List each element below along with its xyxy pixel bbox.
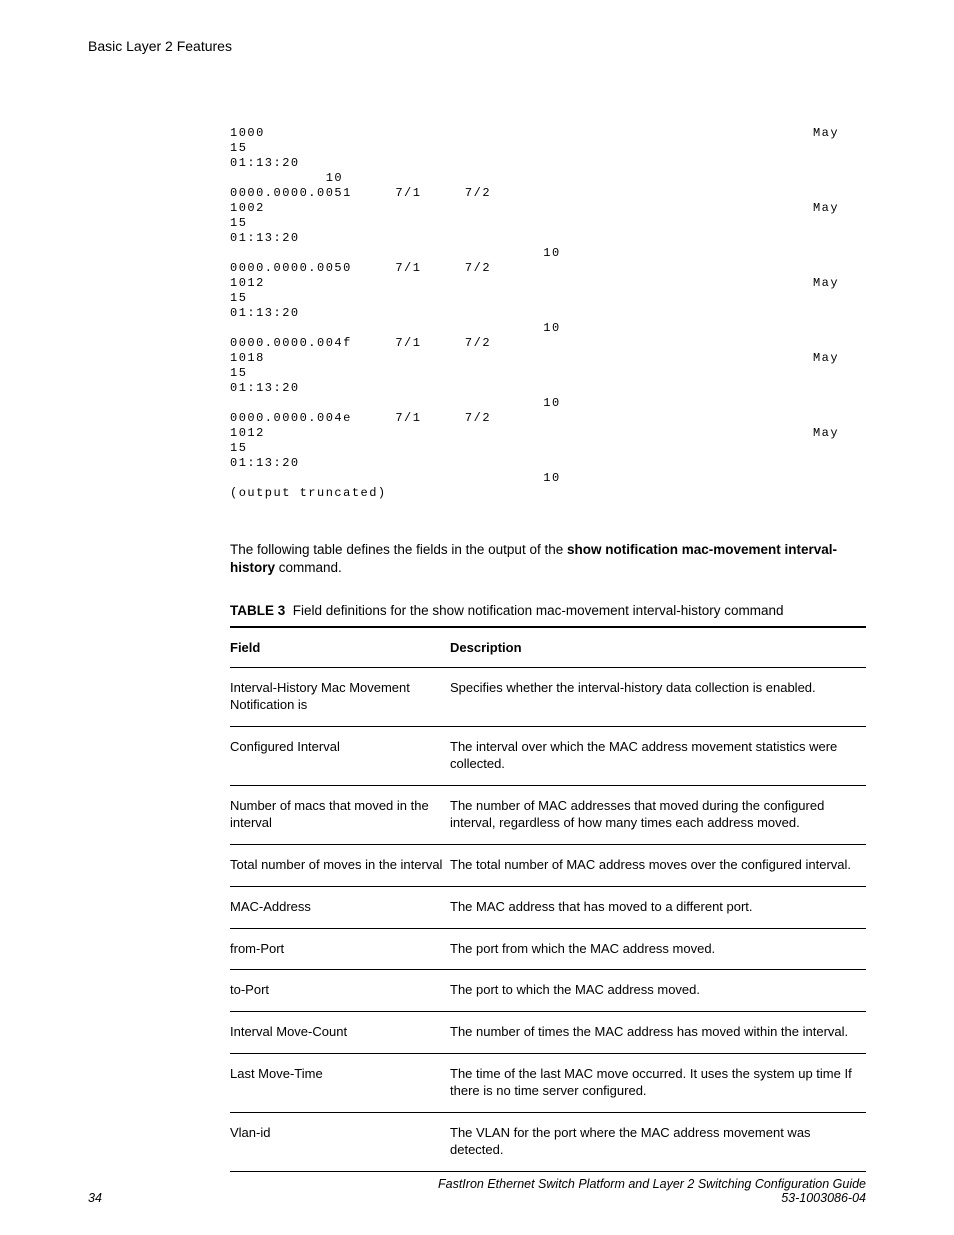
table-row: from-Port The port from which the MAC ad…: [230, 928, 866, 970]
cell-description: The VLAN for the port where the MAC addr…: [450, 1113, 866, 1172]
field-definitions-table: Field Description Interval-History Mac M…: [230, 626, 866, 1171]
page-footer: 34 FastIron Ethernet Switch Platform and…: [88, 1177, 866, 1205]
table-row: Total number of moves in the interval Th…: [230, 844, 866, 886]
cell-description: The number of times the MAC address has …: [450, 1012, 866, 1054]
table-caption-text: Field definitions for the show notificat…: [293, 603, 784, 618]
cell-description: The port from which the MAC address move…: [450, 928, 866, 970]
terminal-output: 1000 May 15 01:13:20 10 0000.0000.0051 7…: [230, 126, 866, 501]
cell-field: from-Port: [230, 928, 450, 970]
intro-pre: The following table defines the fields i…: [230, 542, 567, 557]
table-row: MAC-Address The MAC address that has mov…: [230, 886, 866, 928]
table-row: Configured Interval The interval over wh…: [230, 727, 866, 786]
cell-field: Interval-History Mac Movement Notificati…: [230, 668, 450, 727]
cell-description: The MAC address that has moved to a diff…: [450, 886, 866, 928]
table-row: Interval Move-Count The number of times …: [230, 1012, 866, 1054]
table-label: TABLE 3: [230, 603, 285, 618]
cell-field: Total number of moves in the interval: [230, 844, 450, 886]
cell-description: The total number of MAC address moves ov…: [450, 844, 866, 886]
col-header-description: Description: [450, 627, 866, 668]
cell-field: Configured Interval: [230, 727, 450, 786]
table-row: to-Port The port to which the MAC addres…: [230, 970, 866, 1012]
cell-field: MAC-Address: [230, 886, 450, 928]
cell-field: Last Move-Time: [230, 1054, 450, 1113]
table-row: Vlan-id The VLAN for the port where the …: [230, 1113, 866, 1172]
footer-doc-number: 53-1003086-04: [438, 1191, 866, 1205]
cell-field: Interval Move-Count: [230, 1012, 450, 1054]
cell-field: Number of macs that moved in the interva…: [230, 786, 450, 845]
cell-description: The number of MAC addresses that moved d…: [450, 786, 866, 845]
running-header: Basic Layer 2 Features: [88, 38, 866, 54]
table-row: Last Move-Time The time of the last MAC …: [230, 1054, 866, 1113]
footer-doc-info: FastIron Ethernet Switch Platform and La…: [438, 1177, 866, 1205]
table-header-row: Field Description: [230, 627, 866, 668]
col-header-field: Field: [230, 627, 450, 668]
page-number: 34: [88, 1191, 102, 1205]
cell-field: to-Port: [230, 970, 450, 1012]
cell-description: The port to which the MAC address moved.: [450, 970, 866, 1012]
table-row: Number of macs that moved in the interva…: [230, 786, 866, 845]
cell-description: The time of the last MAC move occurred. …: [450, 1054, 866, 1113]
intro-post: command.: [275, 560, 342, 575]
cell-description: Specifies whether the interval-history d…: [450, 668, 866, 727]
cell-field: Vlan-id: [230, 1113, 450, 1172]
intro-paragraph: The following table defines the fields i…: [230, 541, 866, 577]
table-caption: TABLE 3 Field definitions for the show n…: [230, 603, 866, 618]
table-row: Interval-History Mac Movement Notificati…: [230, 668, 866, 727]
footer-doc-title: FastIron Ethernet Switch Platform and La…: [438, 1177, 866, 1191]
cell-description: The interval over which the MAC address …: [450, 727, 866, 786]
